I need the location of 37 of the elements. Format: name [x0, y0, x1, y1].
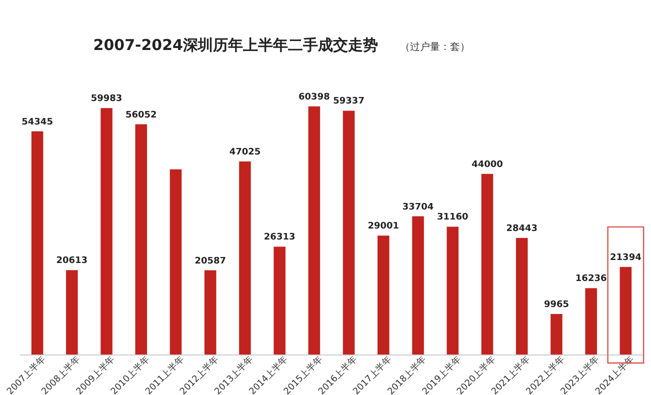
data-label: 31160: [436, 212, 468, 223]
bar: [100, 108, 112, 355]
bar: [516, 238, 528, 355]
bar: [550, 314, 562, 355]
bar: [446, 226, 459, 355]
chart-subtitle: （过户量：套）: [400, 41, 470, 53]
data-label: 26313: [264, 232, 296, 243]
bar: [585, 288, 597, 355]
bar: [481, 174, 494, 355]
bar: [308, 106, 320, 355]
data-label: 29001: [368, 222, 400, 232]
data-label: 54345: [22, 117, 53, 128]
bar: [412, 216, 424, 355]
bar: [31, 131, 44, 355]
bar: [204, 270, 216, 355]
bar: [342, 110, 355, 355]
data-label: 33704: [402, 202, 434, 212]
data-label: 20613: [56, 256, 88, 266]
bar: [378, 236, 390, 355]
data-label: 9965: [544, 300, 570, 310]
data-label: 59337: [333, 96, 364, 107]
bar: [170, 169, 182, 355]
data-label: 21394: [610, 252, 642, 263]
bar: [274, 246, 286, 355]
bar: [66, 270, 78, 355]
bar: [239, 161, 251, 355]
data-label: 56052: [125, 110, 157, 120]
bar: [135, 124, 148, 355]
chart-title: 2007-2024深圳历年上半年二手成交走势: [93, 36, 378, 54]
data-label: 59983: [90, 94, 122, 104]
bar: [620, 266, 632, 355]
data-label: 28443: [506, 224, 538, 234]
data-label: 60398: [298, 92, 330, 102]
data-label: 44000: [472, 160, 503, 170]
data-label: 47025: [229, 147, 261, 158]
data-label: 16236: [575, 274, 607, 284]
data-label: 20587: [194, 256, 226, 266]
